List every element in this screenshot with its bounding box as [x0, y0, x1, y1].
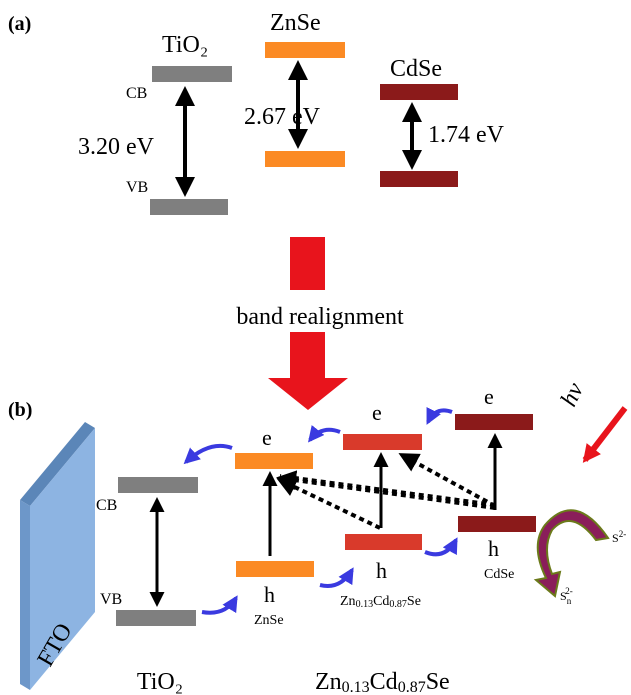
cb-label: CB	[126, 85, 147, 102]
vb-label: VB	[100, 591, 122, 608]
fto-side	[20, 500, 30, 690]
material-label: TiO₂	[162, 32, 208, 58]
transition-label: band realignment	[236, 304, 404, 330]
bottom-label: Zn0.13Cd0.87Se	[315, 669, 450, 695]
redox-arrow	[536, 510, 608, 596]
vb-label: VB	[126, 179, 148, 196]
sulfide-label: S2-	[612, 529, 626, 545]
bottom-label: TiO₂	[137, 669, 183, 695]
panel-label: (a)	[8, 13, 31, 35]
tio2-vb-bar	[116, 610, 196, 626]
hole-label: h	[488, 536, 499, 561]
page: {"panel_a": {"label": "(a)", "cb": "CB",…	[0, 0, 631, 695]
material-label: ZnSe	[254, 613, 284, 628]
znse-cb-bar	[235, 453, 313, 469]
cdse-vb-bar	[458, 516, 536, 532]
hole-label: h	[376, 558, 387, 583]
tio2-vb-bar	[150, 199, 228, 215]
diagram: (a) TiO₂ CB VB 3.20 eV ZnSe 2.67 eV CdSe…	[0, 0, 631, 695]
alloy-vb-bar	[345, 534, 422, 550]
gap-label: 1.74 eV	[428, 122, 505, 148]
electron-label: e	[484, 384, 494, 409]
alloy-cb-bar	[343, 434, 422, 450]
hole-label: h	[264, 582, 275, 607]
transition-arrow	[290, 237, 325, 290]
material-label: ZnSe	[270, 10, 321, 36]
light-label: hν	[556, 379, 589, 411]
light-arrow	[585, 408, 625, 460]
cdse-cb-bar	[455, 414, 533, 430]
material-label: CdSe	[484, 567, 514, 582]
znse-vb-bar	[265, 151, 345, 167]
transition-arrow	[268, 332, 348, 410]
cb-label: CB	[96, 497, 117, 514]
material-label: CdSe	[390, 56, 442, 82]
znse-vb-bar	[236, 561, 314, 577]
cdse-cb-bar	[380, 84, 458, 100]
cdse-vb-bar	[380, 171, 458, 187]
panel-label: (b)	[8, 399, 32, 421]
gap-label: 3.20 eV	[78, 134, 155, 160]
polysulfide-label: Sn2-	[560, 586, 573, 606]
material-label: Zn0.13Cd0.87Se	[340, 594, 421, 610]
electron-label: e	[372, 400, 382, 425]
znse-cb-bar	[265, 42, 345, 58]
tio2-cb-bar	[118, 477, 198, 493]
electron-label: e	[262, 425, 272, 450]
tio2-cb-bar	[152, 66, 232, 82]
gap-label: 2.67 eV	[244, 104, 321, 130]
